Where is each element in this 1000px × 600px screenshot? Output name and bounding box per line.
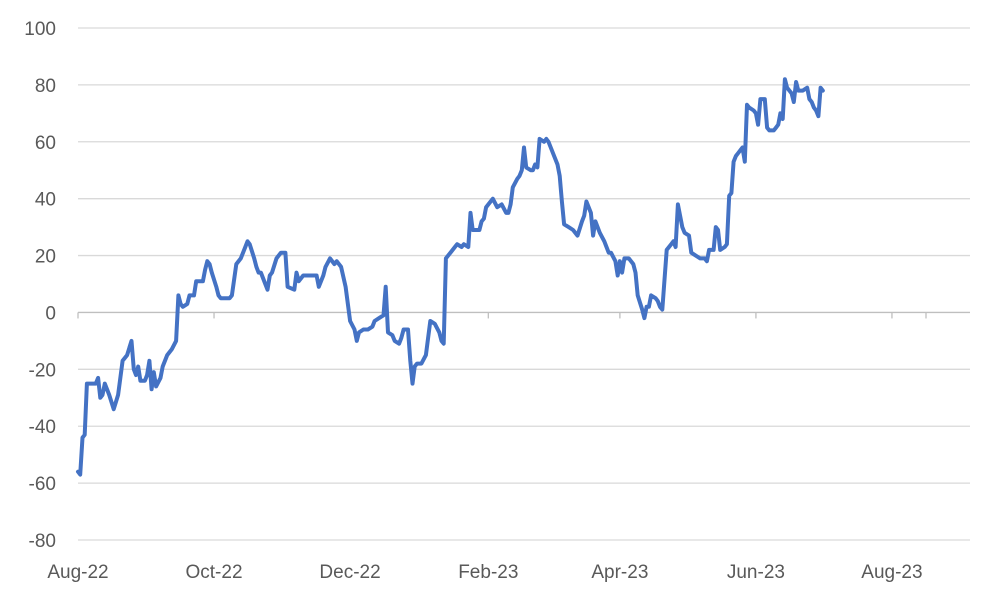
y-tick-label: 80 <box>35 76 56 97</box>
x-axis: Aug-22 Oct-22 Dec-22 Feb-23 Apr-23 Jun-23 Aug-… <box>47 311 970 583</box>
y-tick-label: 100 <box>24 19 56 40</box>
x-tick-label: Oct-22 <box>186 562 243 583</box>
x-tick-label: Aug-23 <box>861 562 922 583</box>
y-tick-label: 0 <box>45 303 56 324</box>
y-tick-label: -60 <box>29 474 56 495</box>
x-tick-label: Jun-23 <box>727 562 785 583</box>
x-tick-label: Aug-22 <box>47 562 108 583</box>
y-tick-label: 20 <box>35 247 56 268</box>
grid-lines <box>78 27 970 541</box>
y-axis: -80 -60 -40 -20 0 20 40 60 80 100 <box>24 19 56 552</box>
x-tick-label: Dec-22 <box>319 562 380 583</box>
y-tick-label: 60 <box>35 133 56 154</box>
x-tick-label: Apr-23 <box>591 562 648 583</box>
y-tick-label: -80 <box>29 531 56 552</box>
y-tick-label: -40 <box>29 417 56 438</box>
y-tick-label: -20 <box>29 360 56 381</box>
y-tick-label: 40 <box>35 190 56 211</box>
x-tick-label: Feb-23 <box>458 562 518 583</box>
series-line <box>76 77 825 477</box>
series-layer <box>76 77 825 477</box>
